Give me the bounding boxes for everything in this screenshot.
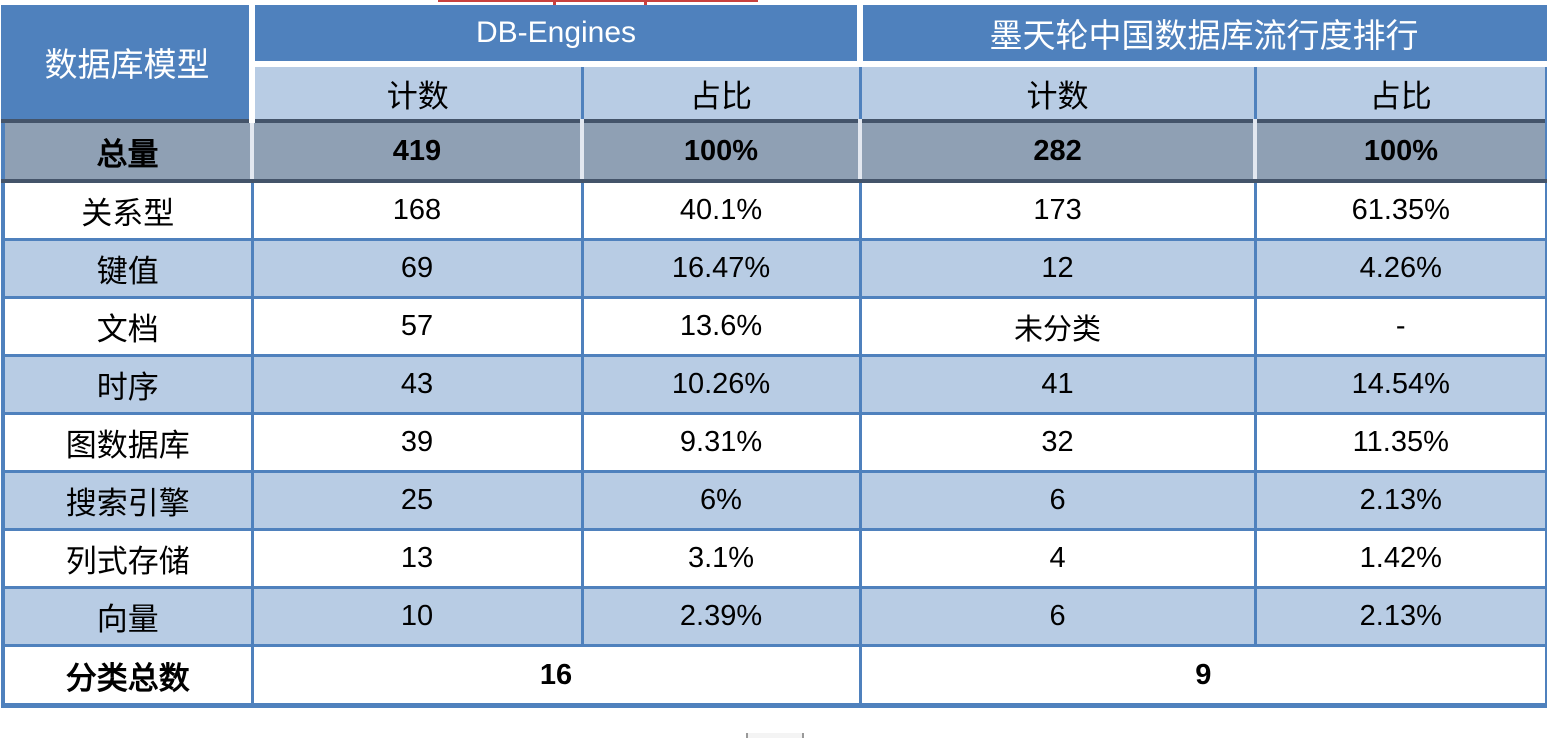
cell: 2.39% (580, 586, 862, 647)
cell: 3.1% (580, 528, 862, 589)
header-group-row: 数据库模型 DB-Engines 墨天轮中国数据库流行度排行 (1, 5, 1547, 123)
cell: 1.42% (1253, 528, 1547, 589)
cell: 13 (250, 528, 584, 589)
cell: 25 (250, 470, 584, 531)
row-label: 图数据库 (1, 412, 254, 473)
cell: 419 (250, 119, 584, 183)
table-row: 搜索引擎 25 6% 6 2.13% (1, 470, 1547, 531)
cell: 168 (250, 179, 584, 241)
corner-header: 数据库模型 (1, 5, 255, 123)
cell: 282 (858, 119, 1258, 183)
cell: 4.26% (1253, 238, 1547, 299)
cell: 4 (858, 528, 1257, 589)
cell: 43 (250, 354, 584, 415)
cell: 2.13% (1253, 586, 1547, 647)
cell: 69 (250, 238, 584, 299)
cell: 13.6% (580, 296, 862, 357)
cell: 41 (858, 354, 1257, 415)
table-row: 键值 69 16.47% 12 4.26% (1, 238, 1547, 299)
cell-modb-category-total: 9 (858, 644, 1547, 708)
cell: 57 (250, 296, 584, 357)
row-label: 分类总数 (1, 644, 254, 708)
cell: 2.13% (1253, 470, 1547, 531)
cell: 11.35% (1253, 412, 1547, 473)
cell: 39 (250, 412, 584, 473)
cell: 40.1% (580, 179, 862, 241)
subheader-count-db: 计数 (250, 64, 584, 121)
column-group-modb: 墨天轮中国数据库流行度排行 (860, 5, 1547, 67)
cell: - (1253, 296, 1547, 357)
row-label: 搜索引擎 (1, 470, 254, 531)
row-label: 总量 (1, 119, 254, 183)
subheader-share-db: 占比 (580, 64, 862, 121)
cell: 100% (579, 119, 863, 183)
subheader-count-modb: 计数 (858, 64, 1257, 121)
cell: 173 (858, 179, 1257, 241)
table-row: 向量 10 2.39% 6 2.13% (1, 586, 1547, 647)
cell: 10.26% (580, 354, 862, 415)
table-row-total: 总量 419 100% 282 100% (1, 119, 1547, 183)
table-row: 图数据库 39 9.31% 32 11.35% (1, 412, 1547, 473)
cell: 6 (858, 586, 1257, 647)
subheader-share-modb: 占比 (1253, 64, 1547, 121)
cell: 16.47% (580, 238, 862, 299)
cell: 32 (858, 412, 1257, 473)
row-label: 列式存储 (1, 528, 254, 589)
cell: 未分类 (858, 296, 1257, 357)
column-group-db-engines: DB-Engines (252, 5, 864, 67)
red-underline-tick (644, 0, 647, 6)
row-label: 向量 (1, 586, 254, 647)
table-row: 列式存储 13 3.1% 4 1.42% (1, 528, 1547, 589)
row-label: 关系型 (1, 179, 254, 241)
db-model-comparison-table: 数据库模型 DB-Engines 墨天轮中国数据库流行度排行 计数 占比 计数 … (1, 5, 1547, 708)
cell: 12 (858, 238, 1257, 299)
cell: 10 (250, 586, 584, 647)
scrollbar-thumb[interactable] (746, 733, 804, 738)
row-label: 键值 (1, 238, 254, 299)
red-underline-tick (553, 0, 556, 6)
cell: 6% (580, 470, 862, 531)
cell: 9.31% (580, 412, 862, 473)
row-label: 时序 (1, 354, 254, 415)
cell-db-engines-category-total: 16 (250, 644, 862, 708)
cell: 61.35% (1253, 179, 1547, 241)
table-row: 关系型 168 40.1% 173 61.35% (1, 179, 1547, 241)
cell: 100% (1253, 119, 1547, 183)
cell: 6 (858, 470, 1257, 531)
row-label: 文档 (1, 296, 254, 357)
table-row: 时序 43 10.26% 41 14.54% (1, 354, 1547, 415)
subheader-row: 计数 占比 计数 占比 (3, 64, 1547, 121)
table-row: 文档 57 13.6% 未分类 - (1, 296, 1547, 357)
red-underline-artifact (438, 0, 758, 6)
cell: 14.54% (1253, 354, 1547, 415)
table-row-category-totals: 分类总数 16 9 (1, 644, 1547, 708)
